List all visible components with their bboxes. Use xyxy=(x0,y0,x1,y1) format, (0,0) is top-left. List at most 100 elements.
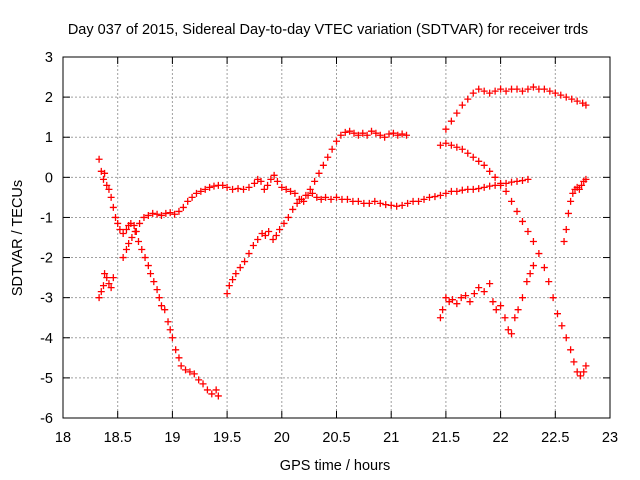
data-point-marker xyxy=(359,129,367,137)
data-point-marker xyxy=(232,270,240,278)
data-point-marker xyxy=(273,177,281,185)
data-point-marker xyxy=(223,290,231,298)
data-point-marker xyxy=(568,95,576,103)
data-point-marker xyxy=(573,368,581,376)
y-axis-label: SDTVAR / TECUs xyxy=(10,180,26,296)
data-point-marker xyxy=(363,131,371,139)
data-point-marker xyxy=(276,225,284,233)
data-point-marker xyxy=(492,306,500,314)
data-point-marker xyxy=(489,298,497,306)
data-point-marker xyxy=(376,199,384,207)
x-axis-label: GPS time / hours xyxy=(280,458,390,474)
data-point-marker xyxy=(97,288,105,296)
data-point-marker xyxy=(155,294,163,302)
data-point-marker xyxy=(470,290,478,298)
data-point-marker xyxy=(197,187,205,195)
data-point-marker xyxy=(101,270,109,278)
data-point-marker xyxy=(147,270,155,278)
data-point-marker xyxy=(469,185,477,193)
data-point-marker xyxy=(551,89,559,97)
data-point-marker xyxy=(511,314,519,322)
data-point-marker xyxy=(557,91,565,99)
data-point-marker xyxy=(439,306,447,314)
data-point-marker xyxy=(580,368,588,376)
data-point-marker xyxy=(502,187,510,195)
data-point-marker xyxy=(524,85,532,93)
y-tick-label: 3 xyxy=(45,50,53,66)
y-tick-labels: -6 -5 -4 -3 -2 -1 0 1 2 3 xyxy=(40,50,53,427)
data-point-marker xyxy=(549,294,557,302)
data-point-marker xyxy=(553,310,561,318)
data-point-marker xyxy=(245,183,253,191)
data-point-marker xyxy=(576,372,584,380)
data-point-marker xyxy=(526,270,534,278)
data-point-marker xyxy=(350,129,358,137)
data-point-marker xyxy=(337,131,345,139)
data-point-marker xyxy=(297,195,305,203)
data-point-marker xyxy=(212,386,220,394)
x-tick-label: 23 xyxy=(602,430,618,446)
data-point-marker xyxy=(582,175,590,183)
data-point-marker xyxy=(240,185,248,193)
data-point-marker xyxy=(582,362,590,370)
data-point-marker xyxy=(464,95,472,103)
data-point-marker xyxy=(475,157,483,165)
data-point-marker xyxy=(560,238,568,246)
data-point-marker xyxy=(95,294,103,302)
data-point-marker xyxy=(535,250,543,258)
data-point-marker xyxy=(317,195,325,203)
data-point-marker xyxy=(195,376,203,384)
data-point-marker xyxy=(575,185,583,193)
data-point-marker xyxy=(175,207,183,215)
data-point-marker xyxy=(389,129,397,137)
data-point-marker xyxy=(206,183,214,191)
data-point-marker xyxy=(518,87,526,95)
data-point-marker xyxy=(447,141,455,149)
data-point-marker xyxy=(462,292,470,300)
data-point-marker xyxy=(513,85,521,93)
data-point-marker xyxy=(177,362,185,370)
data-point-marker xyxy=(313,193,321,201)
data-point-marker xyxy=(249,242,257,250)
data-point-marker xyxy=(518,177,526,185)
data-point-marker xyxy=(105,185,113,193)
data-point-marker xyxy=(508,178,516,186)
data-points xyxy=(95,83,590,400)
data-point-marker xyxy=(393,202,401,210)
data-point-marker xyxy=(524,175,532,183)
data-point-marker xyxy=(282,185,290,193)
data-point-marker xyxy=(504,326,512,334)
data-point-marker xyxy=(562,93,570,101)
data-point-marker xyxy=(141,254,149,262)
data-point-marker xyxy=(245,250,253,258)
data-point-marker xyxy=(192,189,200,197)
data-point-marker xyxy=(382,201,390,209)
data-point-marker xyxy=(508,330,516,338)
data-point-marker xyxy=(480,161,488,169)
data-point-marker xyxy=(162,209,170,217)
y-tick-label: -1 xyxy=(40,210,53,226)
data-point-marker xyxy=(394,131,402,139)
data-point-marker xyxy=(308,189,316,197)
data-point-marker xyxy=(387,201,395,209)
data-point-marker xyxy=(105,280,113,288)
data-point-marker xyxy=(486,167,494,175)
data-point-marker xyxy=(101,169,109,177)
data-point-marker xyxy=(125,240,133,248)
data-point-marker xyxy=(570,358,578,366)
data-point-marker xyxy=(518,217,526,225)
data-point-marker xyxy=(190,370,198,378)
data-point-marker xyxy=(425,193,433,201)
x-tick-labels: 18 18.5 19 19.5 20 20.5 21 21.5 22 22.5 23 xyxy=(55,430,618,446)
data-point-marker xyxy=(372,129,380,137)
data-point-marker xyxy=(182,366,190,374)
data-point-marker xyxy=(514,306,522,314)
x-tick-label: 18 xyxy=(55,430,71,446)
data-point-marker xyxy=(546,87,554,95)
data-point-marker xyxy=(302,191,310,199)
data-point-marker xyxy=(458,145,466,153)
data-point-marker xyxy=(475,85,483,93)
data-point-marker xyxy=(436,191,444,199)
data-point-marker xyxy=(529,262,537,270)
data-point-marker xyxy=(140,213,148,221)
